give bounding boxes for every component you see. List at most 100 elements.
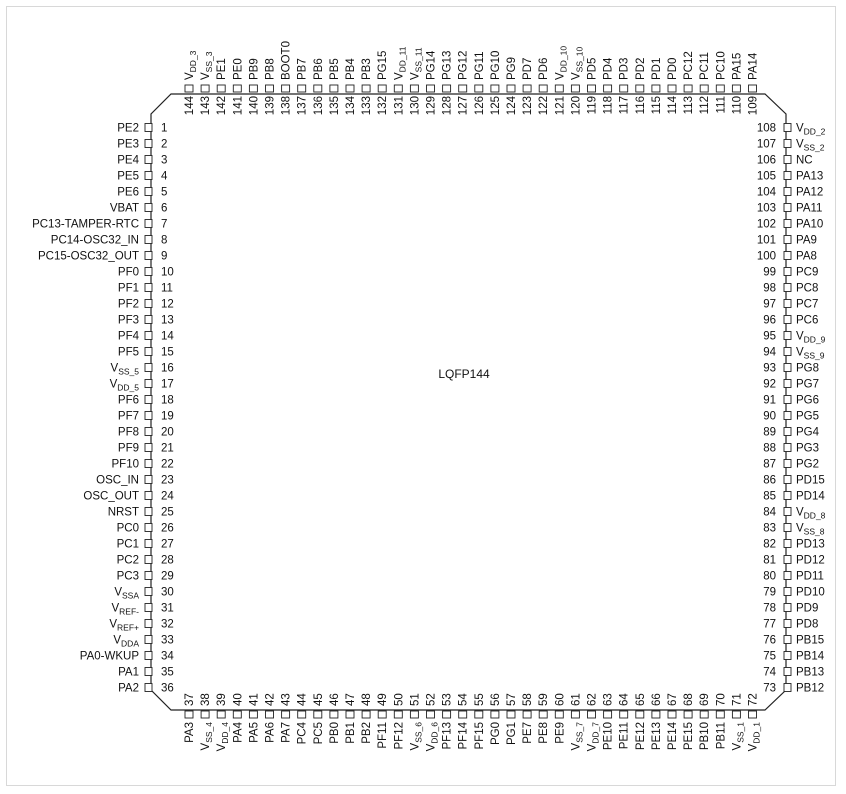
pin-pad (783, 683, 792, 692)
pin-pad (144, 299, 153, 308)
pin-pad (783, 187, 792, 196)
pin-pad (538, 84, 548, 93)
pin-141-pe0: 141 PE0 (232, 58, 244, 115)
pin-name: PE11 (619, 722, 631, 749)
pin-number: 7 (161, 219, 167, 231)
pin-81-pd12: 81 PD12 (763, 555, 825, 567)
pin-name: PG9 (506, 57, 518, 80)
pin-pad (144, 427, 153, 436)
pin-115-pd1: 115 PD1 (651, 58, 663, 115)
pin-name: PD8 (796, 619, 818, 631)
pin-pad (144, 187, 153, 196)
pin-pad (783, 283, 792, 292)
pin-98-pc8: 98 PC8 (763, 283, 818, 295)
pin-pad (635, 710, 645, 719)
pin-pad (554, 84, 564, 93)
pin-pad (442, 710, 452, 719)
pin-number: 30 (161, 587, 174, 599)
pin-pad (783, 299, 792, 308)
pin-pad (783, 603, 792, 612)
pin-60-pe9: 60 PE9 (554, 693, 566, 744)
pin-name: PC8 (796, 283, 818, 295)
pin-name: PA11 (796, 203, 822, 215)
pin-103-pa11: 103 PA11 (757, 203, 823, 215)
pin-20-pf8: 20 PF8 (118, 427, 174, 439)
pin-55-pf15: 55 PF15 (474, 693, 486, 749)
pin-name: VBAT (110, 203, 139, 215)
pin-pad (522, 84, 532, 93)
pin-number: 111 (715, 96, 727, 113)
pin-101-pa9: 101 PA9 (757, 235, 817, 247)
pin-number: 91 (763, 395, 776, 407)
pin-63-pe10: 63 PE10 (603, 693, 615, 750)
pin-name: PB15 (796, 635, 824, 647)
pin-pad (144, 683, 153, 692)
package-label: LQFP144 (438, 367, 490, 381)
pin-name: PC3 (117, 571, 139, 583)
pin-105-pa13: 105 PA13 (757, 171, 823, 183)
pin-name: PC0 (117, 523, 139, 535)
pin-number: 66 (651, 693, 663, 706)
pin-pad (651, 710, 661, 719)
pin-name: PD13 (796, 539, 825, 551)
pin-name: PD4 (603, 57, 615, 80)
pin-pad (144, 139, 153, 148)
pin-102-pa10: 102 PA10 (757, 219, 823, 231)
pin-number: 11 (161, 283, 173, 295)
pin-pad (144, 395, 153, 404)
pin-91-pg6: 91 PG6 (763, 395, 819, 407)
pin-pad (377, 84, 387, 93)
pin-144-vdd-3: 144 VDD_3 (184, 50, 198, 115)
pin-name: OSC_IN (96, 475, 139, 487)
pin-100-pa8: 100 PA8 (757, 251, 817, 263)
pin-name: PE10 (603, 722, 615, 750)
pin-37-pa3: 37 PA3 (184, 693, 196, 743)
pin-pad (144, 587, 153, 596)
pin-name: VDDA (113, 635, 139, 649)
pin-name: VDD_8 (796, 507, 826, 521)
pin-name: PC10 (715, 51, 727, 80)
pin-pad (458, 84, 468, 93)
pin-pad (783, 443, 792, 452)
pin-name: PB9 (248, 58, 260, 80)
pin-26-pc0: 26 PC0 (117, 523, 174, 535)
pin-name: PG8 (796, 363, 819, 375)
pin-name: PC11 (699, 52, 711, 80)
pin-pad (442, 84, 452, 93)
pin-pad (587, 84, 596, 93)
pin-name: PD10 (796, 587, 825, 599)
pin-name: BOOT0 (281, 41, 293, 80)
pin-name: PD15 (796, 475, 825, 487)
pin-107-vss-2: 107 VSS_2 (757, 139, 825, 153)
pin-number: 98 (763, 283, 776, 295)
pin-126-pg11: 126 PG11 (474, 51, 486, 115)
pin-name: PE6 (117, 187, 139, 199)
pin-name: NRST (108, 507, 139, 519)
pin-pad (783, 475, 792, 484)
pin-number: 92 (763, 379, 776, 391)
pin-number: 133 (361, 96, 373, 115)
pin-name-subscript: DD_1 (752, 722, 762, 744)
pin-name: PD6 (538, 58, 550, 80)
pin-pad (297, 84, 307, 93)
pin-pad (144, 523, 153, 532)
right-pin-group: 73 PB12 74 PB13 75 PB14 76 PB15 77 PD8 78 PD9 79 PD10… (757, 123, 826, 695)
pin-pad (783, 379, 792, 388)
pin-number: 88 (763, 443, 776, 455)
pin-name: PD12 (796, 555, 825, 567)
pin-name: PG13 (442, 51, 454, 80)
pin-61-vss-7: 61 VSS_7 (570, 693, 584, 750)
pin-pad (783, 555, 792, 564)
pin-129-pg14: 129 PG14 (426, 50, 438, 115)
pin-95-vdd-9: 95 VDD_9 (763, 331, 825, 345)
pin-pad (426, 84, 435, 93)
pin-pad (522, 710, 532, 719)
pin-pad (144, 267, 153, 276)
pin-pad (490, 84, 500, 93)
pin-number: 42 (265, 693, 277, 706)
pin-number: 77 (763, 619, 776, 631)
pin-number: 28 (161, 555, 174, 567)
pin-number: 118 (603, 96, 615, 114)
pin-pad (783, 251, 792, 260)
pin-name: PC15-OSC32_OUT (38, 251, 139, 263)
